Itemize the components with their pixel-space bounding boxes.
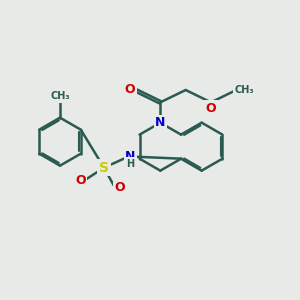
Text: S: S xyxy=(99,161,109,175)
Text: H: H xyxy=(126,159,134,169)
Text: O: O xyxy=(75,173,86,187)
Text: CH₃: CH₃ xyxy=(235,85,254,95)
Text: O: O xyxy=(125,83,135,97)
Text: O: O xyxy=(114,181,125,194)
Text: CH₃: CH₃ xyxy=(50,91,70,101)
Text: O: O xyxy=(206,102,216,115)
Text: N: N xyxy=(155,116,166,129)
Text: N: N xyxy=(125,149,136,163)
